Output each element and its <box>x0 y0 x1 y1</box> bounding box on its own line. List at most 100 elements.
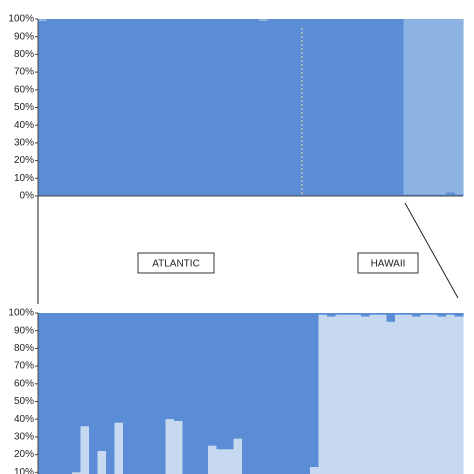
bar-segment <box>446 313 456 315</box>
bar-segment <box>335 19 345 196</box>
bar-segment <box>293 313 303 474</box>
bar-segment <box>284 313 294 474</box>
bar-segment <box>225 313 235 450</box>
bar-segment <box>310 19 320 196</box>
y-tick-label: 0% <box>20 191 35 202</box>
bar-segment <box>318 19 328 196</box>
bar-segment <box>131 19 141 196</box>
bar-segment <box>89 313 99 474</box>
bar-segment <box>106 313 116 474</box>
bar-segment <box>165 419 175 474</box>
annotation-box <box>137 252 215 274</box>
bar-segment <box>191 313 201 474</box>
bar-segment <box>216 313 226 450</box>
y-tick-label: 90% <box>14 325 34 336</box>
y-tick-label: 20% <box>14 155 34 166</box>
bar-segment <box>148 19 158 196</box>
bar-segment <box>276 19 286 196</box>
bar-segment <box>97 19 107 196</box>
bar-segment <box>276 313 286 474</box>
bar-segment <box>454 313 464 317</box>
bar-segment <box>361 19 371 196</box>
y-tick-label: 90% <box>14 31 34 42</box>
y-tick-label: 50% <box>14 396 34 407</box>
bar-segment <box>191 19 201 196</box>
bar-segment <box>242 19 252 196</box>
annotation-box <box>357 252 419 274</box>
bar-segment <box>378 313 388 315</box>
bar-segment <box>420 314 430 474</box>
bar-segment <box>412 313 422 317</box>
bar-segment <box>361 316 371 474</box>
y-tick-label: 60% <box>14 84 34 95</box>
bar-segment <box>412 316 422 474</box>
y-tick-label: 100% <box>8 308 34 319</box>
bar-segment <box>412 19 422 195</box>
bar-segment <box>72 313 82 473</box>
bar-segment <box>403 19 413 195</box>
bar-segment <box>454 194 464 196</box>
bar-segment <box>369 313 379 315</box>
bar-segment <box>250 19 260 196</box>
bar-segment <box>403 313 413 315</box>
bar-segment <box>199 313 209 474</box>
bar-segment <box>174 313 184 421</box>
bar-segment <box>318 314 328 474</box>
y-tick-label: 70% <box>14 361 34 372</box>
bar-segment <box>97 451 107 474</box>
bar-segment <box>114 422 124 474</box>
bar-segment <box>403 314 413 474</box>
bar-segment <box>446 192 456 196</box>
bar-segment <box>454 316 464 474</box>
y-tick-label: 80% <box>14 343 34 354</box>
connector-line <box>404 202 459 299</box>
bar-segment <box>395 313 405 315</box>
bar-segment <box>63 19 73 196</box>
bar-segment <box>420 313 430 315</box>
bar-segment <box>429 313 439 315</box>
bar-segment <box>63 313 73 474</box>
bar-segment <box>140 313 150 474</box>
bar-segment <box>378 314 388 474</box>
bar-segment <box>420 19 430 195</box>
y-tick-label: 30% <box>14 138 34 149</box>
bar-segment <box>386 19 396 196</box>
bar-segment <box>46 19 56 196</box>
bar-segment <box>437 316 447 474</box>
bar-segment <box>46 313 56 474</box>
bar-segment <box>335 314 345 474</box>
bar-segment <box>352 313 362 315</box>
bar-segment <box>327 19 337 196</box>
bar-segment <box>386 321 396 474</box>
bar-segment <box>38 19 48 21</box>
bar-segment <box>72 19 82 196</box>
bar-segment <box>80 313 90 427</box>
bar-segment <box>335 313 345 315</box>
y-tick-label: 40% <box>14 120 34 131</box>
annotation: ATLANTIC <box>152 259 200 270</box>
bar-segment <box>412 194 422 196</box>
y-tick-label: 70% <box>14 67 34 78</box>
bar-segment <box>208 19 218 196</box>
bar-segment <box>259 20 269 196</box>
bar-segment <box>106 19 116 196</box>
bar-segment <box>131 313 141 474</box>
bar-segment <box>369 19 379 196</box>
bar-segment <box>233 313 243 439</box>
bar-segment <box>250 313 260 474</box>
y-tick-label: 60% <box>14 378 34 389</box>
bar-segment <box>199 19 209 196</box>
bar-segment <box>301 313 311 474</box>
bar-segment <box>437 313 447 317</box>
bar-segment <box>72 472 82 474</box>
bar-segment <box>225 449 235 474</box>
bar-segment <box>233 19 243 196</box>
bar-segment <box>182 313 192 474</box>
bar-segment <box>361 313 371 317</box>
bar-segment <box>352 314 362 474</box>
bar-segment <box>344 314 354 474</box>
bar-segment <box>352 19 362 196</box>
bar-segment <box>216 19 226 196</box>
bar-segment <box>310 466 320 474</box>
